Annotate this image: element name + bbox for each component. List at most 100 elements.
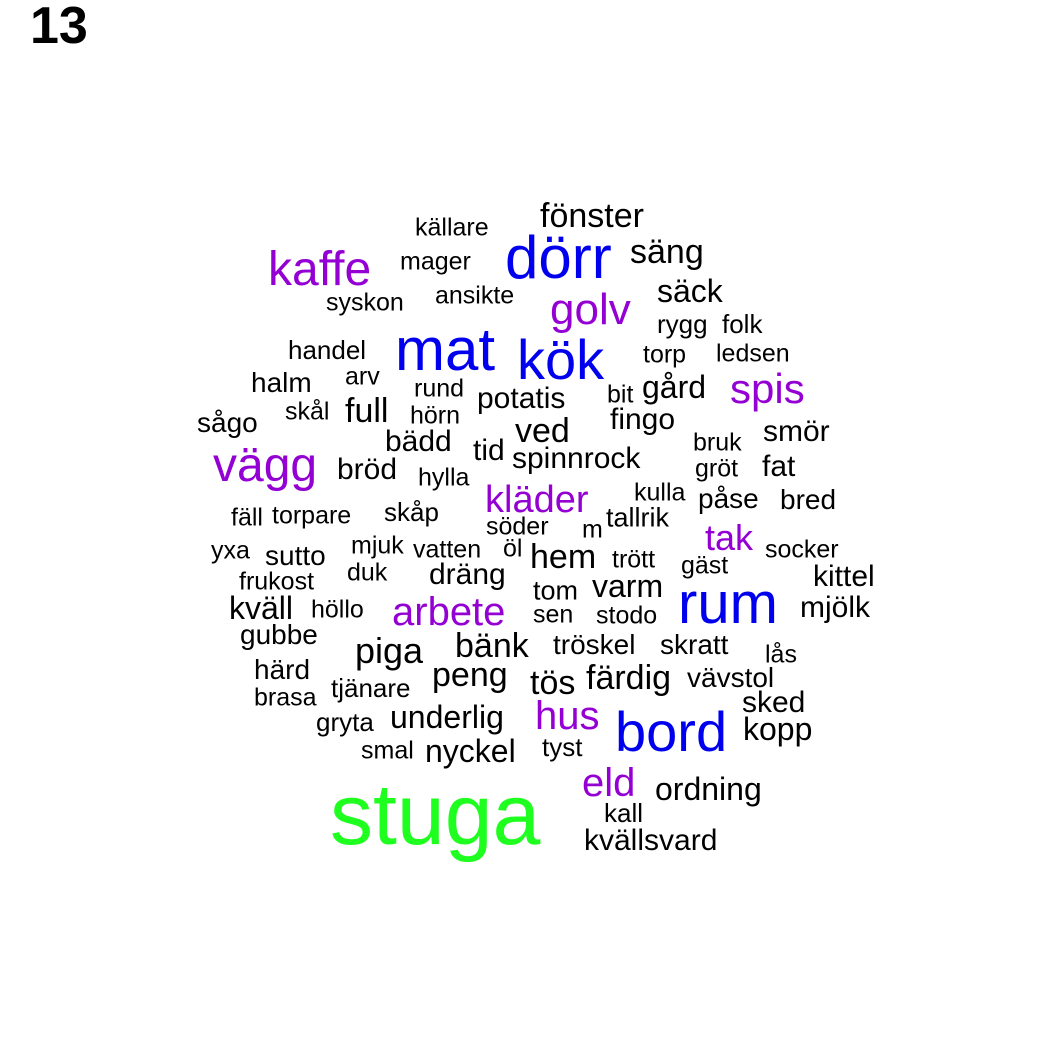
word-52: torpare xyxy=(272,501,352,530)
word-33: skål xyxy=(285,397,330,426)
word-9: vägg xyxy=(213,439,318,492)
word-28: arv xyxy=(345,362,380,391)
word-69: tom xyxy=(533,575,579,606)
word-24: handel xyxy=(288,335,367,365)
word-72: kväll xyxy=(229,590,294,626)
word-93: kopp xyxy=(743,711,813,747)
word-60: vatten xyxy=(413,535,482,564)
word-0: stuga xyxy=(330,767,541,863)
word-45: fat xyxy=(762,450,796,483)
word-42: tid xyxy=(473,434,505,467)
word-98: kall xyxy=(604,798,644,828)
word-19: säck xyxy=(657,273,723,309)
word-96: tyst xyxy=(542,732,583,762)
word-86: färdig xyxy=(586,659,672,697)
word-62: hem xyxy=(530,538,597,576)
panel-number: 13 xyxy=(30,0,88,55)
word-38: ved xyxy=(515,412,570,450)
word-43: spinnrock xyxy=(512,442,641,475)
word-32: potatis xyxy=(477,382,566,415)
word-90: sked xyxy=(742,686,806,719)
word-55: söder xyxy=(486,512,549,541)
word-80: tröskel xyxy=(553,629,636,660)
word-65: gäst xyxy=(681,551,729,580)
word-71: kittel xyxy=(813,560,875,593)
word-63: trött xyxy=(612,545,656,574)
word-92: underlig xyxy=(390,699,504,735)
word-20: syskon xyxy=(326,288,404,317)
word-76: mjölk xyxy=(800,591,871,624)
word-74: sen xyxy=(533,600,574,629)
word-7: golv xyxy=(550,285,631,334)
word-97: ordning xyxy=(655,771,762,807)
word-53: skåp xyxy=(384,497,439,527)
word-1: dörr xyxy=(505,224,612,291)
word-83: härd xyxy=(254,654,311,685)
word-41: bruk xyxy=(693,428,742,457)
word-10: kläder xyxy=(485,479,589,521)
word-95: nyckel xyxy=(425,733,516,769)
word-58: sutto xyxy=(265,540,326,571)
word-8: spis xyxy=(730,365,805,412)
word-48: kulla xyxy=(634,478,686,507)
word-17: säng xyxy=(630,233,704,271)
word-84: peng xyxy=(432,656,508,694)
word-14: eld xyxy=(582,761,636,805)
word-47: hylla xyxy=(418,463,470,492)
word-73: höllo xyxy=(311,595,364,624)
word-49: påse xyxy=(698,483,759,514)
word-44: gröt xyxy=(695,454,739,483)
word-88: brasa xyxy=(254,683,317,712)
word-35: hörn xyxy=(410,401,461,430)
word-34: full xyxy=(345,392,389,430)
word-31: bit xyxy=(607,380,634,409)
word-67: duk xyxy=(347,558,388,587)
word-50: bred xyxy=(780,484,837,515)
word-3: kök xyxy=(517,328,605,391)
word-36: sågo xyxy=(197,407,258,438)
word-11: tak xyxy=(705,517,754,558)
word-94: smal xyxy=(361,736,414,765)
word-77: gubbe xyxy=(240,619,318,650)
word-78: piga xyxy=(355,630,424,671)
word-29: rund xyxy=(414,374,465,403)
word-16: källare xyxy=(415,213,489,242)
word-30: gård xyxy=(642,369,707,405)
word-87: vävstol xyxy=(687,662,775,693)
word-85: tös xyxy=(530,664,576,702)
word-61: öl xyxy=(503,534,523,563)
word-26: ledsen xyxy=(716,339,790,368)
word-56: m xyxy=(582,515,603,544)
word-40: bädd xyxy=(385,425,452,458)
word-27: halm xyxy=(251,367,312,398)
word-81: skratt xyxy=(660,629,729,660)
word-57: yxa xyxy=(211,536,250,565)
word-39: smör xyxy=(763,415,830,448)
word-23: folk xyxy=(722,309,763,339)
word-13: hus xyxy=(535,694,600,738)
word-59: mjuk xyxy=(351,531,404,560)
word-5: bord xyxy=(615,700,728,763)
word-91: gryta xyxy=(316,707,374,737)
word-54: tallrik xyxy=(606,502,670,533)
word-89: tjänare xyxy=(331,673,411,703)
word-66: frukost xyxy=(239,567,315,596)
word-18: mager xyxy=(400,247,471,276)
word-2: mat xyxy=(395,316,496,383)
word-15: fönster xyxy=(540,197,644,235)
word-12: arbete xyxy=(392,590,506,634)
word-37: fingo xyxy=(610,403,676,436)
word-82: lås xyxy=(765,640,797,669)
word-46: bröd xyxy=(337,453,398,486)
word-75: stodo xyxy=(596,601,658,630)
word-79: bänk xyxy=(455,627,529,665)
word-51: fäll xyxy=(231,503,263,532)
word-68: dräng xyxy=(429,558,506,591)
word-4: rum xyxy=(678,571,778,636)
word-22: rygg xyxy=(657,309,708,339)
word-70: varm xyxy=(592,568,664,604)
word-21: ansikte xyxy=(435,281,515,310)
word-25: torp xyxy=(643,340,687,369)
word-64: socker xyxy=(765,535,839,564)
